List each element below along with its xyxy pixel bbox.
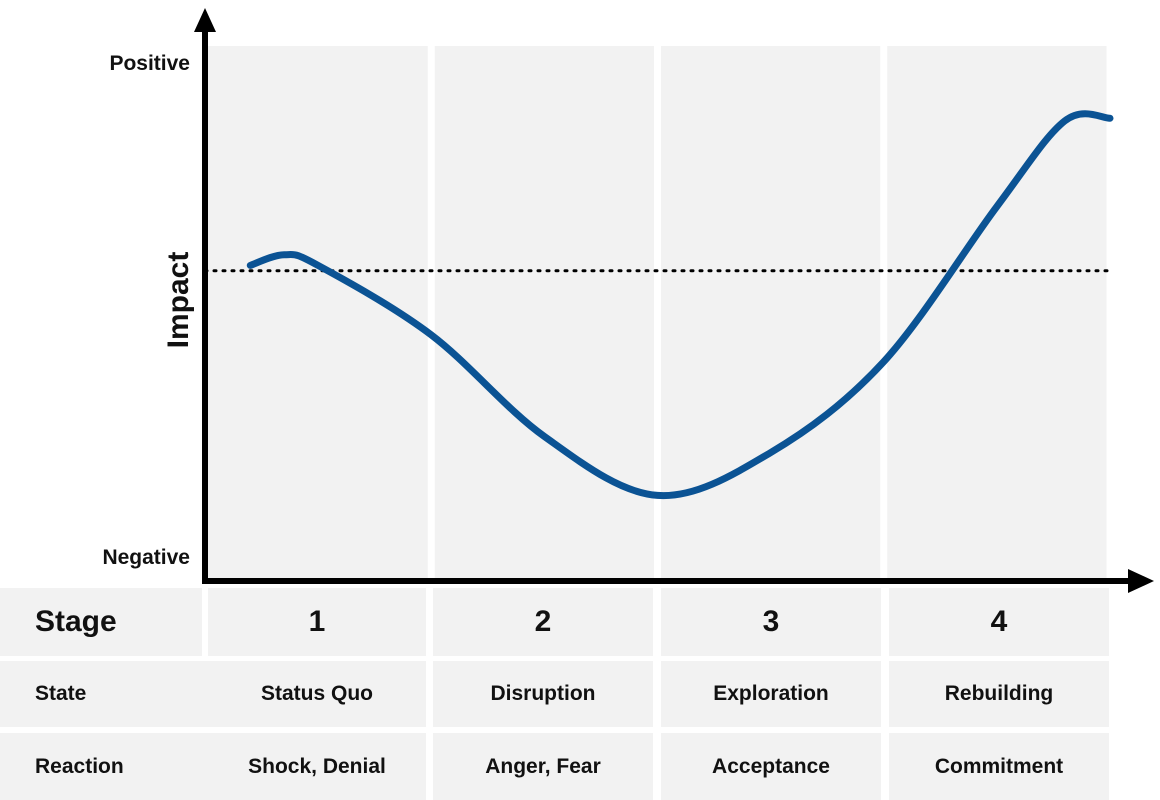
stage-cell-3: 3 <box>661 588 881 656</box>
stage-cell-2: 2 <box>433 588 653 656</box>
y-bottom-label: Negative <box>102 546 190 569</box>
state-cell-4: Rebuilding <box>889 661 1109 727</box>
x-axis-arrow-icon <box>1128 569 1154 593</box>
reaction-cell-3: Acceptance <box>661 733 881 800</box>
state-cell-1: Status Quo <box>208 661 426 727</box>
reaction-value: Acceptance <box>712 754 830 778</box>
impact-curve <box>246 110 1114 500</box>
stage-panel-2 <box>434 46 654 578</box>
stage-number: 3 <box>762 605 780 638</box>
stage-header-cell: Stage <box>0 588 202 656</box>
state-value: Disruption <box>490 682 596 705</box>
state-cell-3: Exploration <box>661 661 881 727</box>
state-value: Exploration <box>713 682 829 705</box>
stage-panel-1 <box>208 46 428 578</box>
state-value: Rebuilding <box>944 682 1054 705</box>
y-axis-arrow-icon <box>194 8 216 32</box>
state-row-header: State <box>0 661 426 727</box>
reaction-cell-2: Anger, Fear <box>433 733 653 800</box>
stage-cell-1: 1 <box>208 588 426 656</box>
stage-panel-3 <box>661 46 881 578</box>
reaction-value: Commitment <box>934 754 1064 778</box>
y-top-label: Positive <box>109 52 190 75</box>
state-row-label: State <box>35 682 87 705</box>
reaction-cell-4: Commitment <box>889 733 1109 800</box>
reaction-value: Anger, Fear <box>485 754 601 778</box>
state-value: Status Quo <box>260 682 373 705</box>
stage-number: 2 <box>534 605 552 638</box>
reaction-cell-1: Shock, Denial <box>208 733 426 800</box>
y-axis-title: Impact <box>162 251 195 349</box>
stage-cell-4: 4 <box>889 588 1109 656</box>
stage-number: 1 <box>308 605 326 638</box>
reaction-row-label: Reaction <box>35 754 124 778</box>
stage-header-label: Stage <box>35 605 117 638</box>
reaction-row-header: Reaction <box>0 733 426 800</box>
reaction-value: Shock, Denial <box>248 754 386 778</box>
stage-number: 4 <box>990 605 1008 638</box>
state-cell-2: Disruption <box>433 661 653 727</box>
